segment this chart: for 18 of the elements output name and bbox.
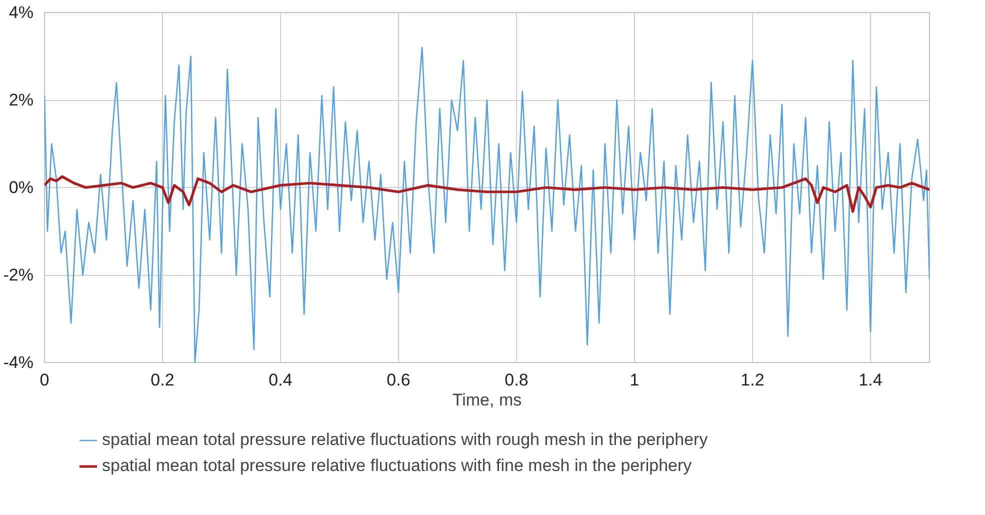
line-series	[44, 46, 930, 362]
x-tick-label: 1	[630, 370, 640, 390]
x-tick-label: 1.4	[858, 370, 882, 390]
x-tick-label: 0.4	[268, 370, 292, 390]
x-tick-label: 1.2	[740, 370, 764, 390]
x-axis-title: Time, ms	[452, 390, 522, 410]
x-tick-label: 0.8	[504, 370, 528, 390]
y-tick-label: -2%	[3, 266, 34, 284]
y-tick-label: 2%	[8, 90, 34, 110]
legend-label: spatial mean total pressure relative fluctuations with fine mesh in the periphery	[102, 456, 692, 476]
y-tick-label: 0%	[8, 178, 34, 197]
y-tick-label: 4%	[8, 3, 34, 22]
x-tick-label: 0	[40, 370, 50, 390]
x-tick-label: 0.2	[150, 370, 174, 390]
x-tick-label: 0.6	[386, 370, 410, 390]
legend-label: spatial mean total pressure relative fluctuations with rough mesh in the periphery	[102, 430, 708, 450]
line-series	[44, 175, 930, 213]
y-tick-label: -4%	[3, 353, 34, 372]
